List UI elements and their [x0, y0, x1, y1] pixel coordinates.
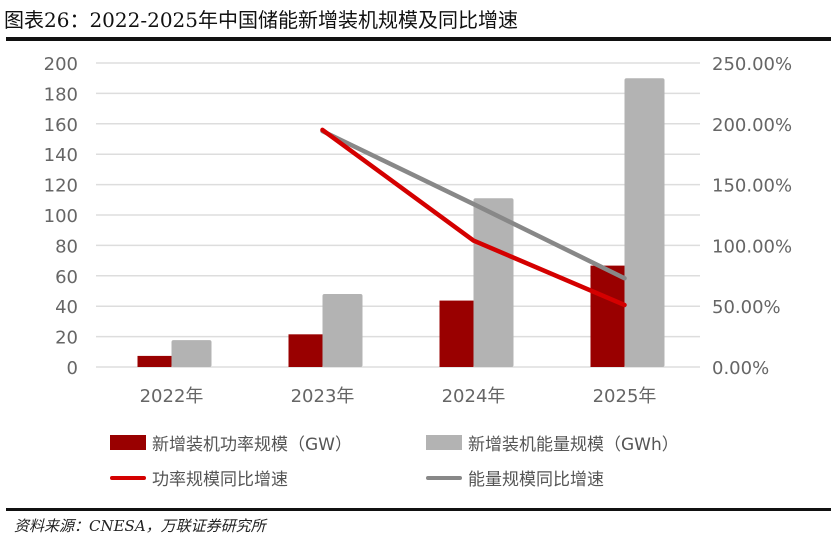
energy-bar — [322, 294, 363, 367]
energy-bar — [624, 78, 665, 367]
title-divider — [6, 37, 831, 41]
energy-line-swatch — [426, 475, 462, 480]
right-tick-label: 250.00% — [712, 54, 792, 75]
legend-item-power-line: 功率规模同比增速 — [110, 465, 288, 490]
right-tick-label: 150.00% — [712, 176, 792, 197]
legend-item-power-bar: 新增装机功率规模（GW） — [110, 430, 352, 455]
left-tick-label: 180 — [44, 84, 78, 105]
combo-chart: 0 20 40 60 80 100 120 140 160 180 200 0.00% 50.00% 1… — [44, 54, 792, 407]
left-tick-label: 200 — [44, 54, 78, 75]
left-tick-label: 80 — [55, 236, 78, 257]
power-bar — [288, 334, 323, 367]
left-tick-label: 40 — [55, 297, 78, 318]
power-bar — [439, 300, 474, 367]
legend-label: 功率规模同比增速 — [152, 470, 288, 490]
energy-bar-swatch — [426, 435, 462, 450]
right-tick-label: 200.00% — [712, 115, 792, 136]
left-tick-label: 140 — [44, 145, 78, 166]
power-bar-swatch — [110, 435, 146, 450]
x-tick-label: 2024年 — [442, 386, 506, 407]
x-axis-ticks: 2022年 2023年 2024年 2025年 — [140, 386, 657, 407]
legend-label: 能量规模同比增速 — [468, 470, 604, 490]
x-tick-label: 2022年 — [140, 386, 204, 407]
power-bar — [137, 355, 172, 367]
right-axis-ticks: 0.00% 50.00% 100.00% 150.00% 200.00% 250.00% — [712, 54, 792, 379]
left-tick-label: 100 — [44, 206, 78, 227]
legend-label: 新增装机功率规模（GW） — [152, 435, 352, 455]
chart-title: 图表26：2022-2025年中国储能新增装机规模及同比增速 — [4, 8, 519, 32]
power-growth-line — [320, 127, 627, 308]
energy-growth-line — [320, 128, 627, 281]
energy-bar — [171, 340, 212, 367]
x-tick-label: 2023年 — [291, 386, 355, 407]
left-tick-label: 0 — [67, 358, 78, 379]
legend-item-energy-line: 能量规模同比增速 — [426, 465, 604, 490]
left-tick-label: 60 — [55, 267, 78, 288]
right-tick-label: 0.00% — [712, 358, 769, 379]
right-tick-label: 100.00% — [712, 236, 792, 257]
bar-series — [137, 78, 665, 367]
source-divider — [6, 508, 831, 511]
right-tick-label: 50.00% — [712, 297, 781, 318]
left-axis-ticks: 0 20 40 60 80 100 120 140 160 180 200 — [44, 54, 78, 379]
line-series — [320, 127, 627, 308]
left-tick-label: 120 — [44, 176, 78, 197]
power-line-swatch — [110, 475, 146, 480]
power-bar — [590, 265, 625, 367]
legend-label: 新增装机能量规模（GWh） — [468, 435, 679, 455]
left-tick-label: 160 — [44, 115, 78, 136]
x-tick-label: 2025年 — [593, 386, 657, 407]
energy-bar — [473, 198, 514, 367]
legend-item-energy-bar: 新增装机能量规模（GWh） — [426, 430, 679, 455]
left-tick-label: 20 — [55, 328, 78, 349]
source-note: 资料来源：CNESA，万联证券研究所 — [14, 517, 266, 535]
